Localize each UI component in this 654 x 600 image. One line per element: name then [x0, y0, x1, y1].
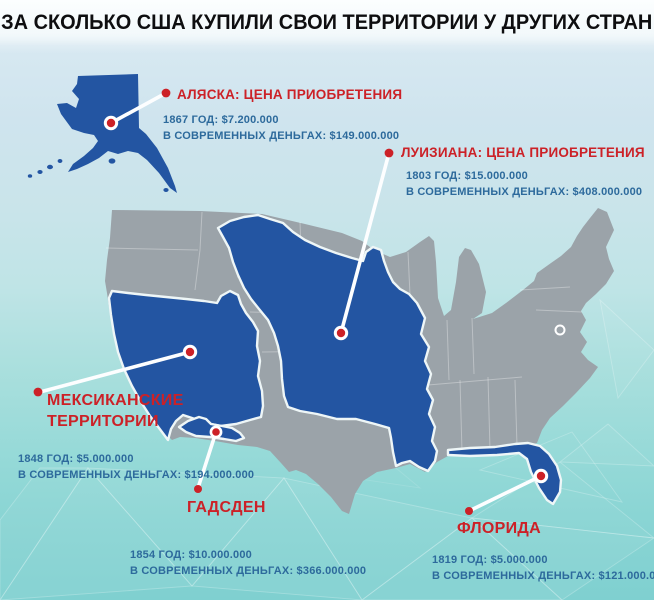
label-bullets: [33, 88, 473, 515]
florida-connector-line: [467, 474, 543, 513]
map-point-markers: [103, 115, 549, 484]
mexican-modern-price: В СОВРЕМЕННЫХ ДЕНЬГАХ: $194.000.000: [18, 469, 255, 481]
territory-regions: [107, 213, 563, 506]
aleutian-island: [37, 170, 43, 174]
louisiana-connector-line: [339, 151, 391, 335]
gadsden-map-marker: [209, 425, 223, 439]
alaska-price-details: 1867 ГОД: $7.200.000 В СОВРЕМЕННЫХ ДЕНЬГ…: [163, 112, 399, 144]
aleutian-island: [47, 164, 53, 170]
aleutian-island: [27, 174, 33, 178]
alaska-connector-line: [109, 91, 168, 125]
gadsden-connector-line: [196, 430, 218, 490]
mexican-connector-line: [38, 350, 192, 394]
background-poly-pattern: [0, 298, 654, 600]
louisiana-map-marker: [333, 325, 349, 341]
florida-modern-price: В СОВРЕМЕННЫХ ДЕНЬГАХ: $121.000.000: [432, 570, 654, 582]
alaska-map-marker: [103, 115, 119, 131]
florida-map-marker: [533, 468, 549, 484]
gadsden-line-end-dot: [194, 485, 202, 493]
louisiana-label: ЛУИЗИАНА: ЦЕНА ПРИОБРЕТЕНИЯ: [401, 145, 645, 160]
gadsden-modern-price: В СОВРЕМЕННЫХ ДЕНЬГАХ: $366.000.000: [130, 565, 367, 577]
florida-region: [446, 441, 563, 506]
gadsden-year-price: 1854 ГОД: $10.000.000: [130, 549, 252, 561]
capital-ring-marker: [554, 324, 566, 336]
mexican-map-marker: [182, 344, 198, 360]
mexican-year-price: 1848 ГОД: $5.000.000: [18, 453, 134, 465]
mexican-territories-label: МЕКСИКАНСКИЕ ТЕРРИТОРИИ: [47, 392, 184, 430]
florida-label: ФЛОРИДА: [457, 520, 541, 537]
gadsden-label: ГАДСДЕН: [187, 499, 266, 516]
page-title: ЗА СКОЛЬКО США КУПИЛИ СВОИ ТЕРРИТОРИИ У …: [1, 11, 653, 34]
florida-price-details: 1819 ГОД: $5.000.000 В СОВРЕМЕННЫХ ДЕНЬГ…: [432, 552, 654, 584]
alaska-region: [27, 74, 177, 193]
florida-line-end-dot: [465, 507, 473, 515]
florida-year-price: 1819 ГОД: $5.000.000: [432, 554, 548, 566]
mexican-price-details: 1848 ГОД: $5.000.000 В СОВРЕМЕННЫХ ДЕНЬГ…: [18, 451, 254, 483]
louisiana-region: [216, 213, 439, 473]
louisiana-modern-price: В СОВРЕМЕННЫХ ДЕНЬГАХ: $408.000.000: [406, 186, 643, 198]
title-bar: ЗА СКОЛЬКО США КУПИЛИ СВОИ ТЕРРИТОРИИ У …: [0, 0, 654, 46]
louisiana-price-details: 1803 ГОД: $15.000.000 В СОВРЕМЕННЫХ ДЕНЬ…: [406, 168, 642, 200]
southeast-island: [163, 188, 169, 192]
louisiana-label-bullet: [384, 148, 394, 158]
alaska-label-bullet: [161, 88, 171, 98]
mexican-label-bullet: [33, 387, 43, 397]
connector-lines: [38, 91, 543, 513]
louisiana-year-price: 1803 ГОД: $15.000.000: [406, 170, 528, 182]
mexican-cession-region: [107, 289, 265, 442]
gadsden-price-details: 1854 ГОД: $10.000.000 В СОВРЕМЕННЫХ ДЕНЬ…: [130, 547, 366, 579]
alaska-year-price: 1867 ГОД: $7.200.000: [163, 114, 279, 126]
alaska-modern-price: В СОВРЕМЕННЫХ ДЕНЬГАХ: $149.000.000: [163, 130, 400, 142]
kodiak-island: [108, 158, 116, 164]
aleutian-island: [57, 159, 63, 163]
alaska-label: АЛЯСКА: ЦЕНА ПРИОБРЕТЕНИЯ: [177, 87, 403, 102]
